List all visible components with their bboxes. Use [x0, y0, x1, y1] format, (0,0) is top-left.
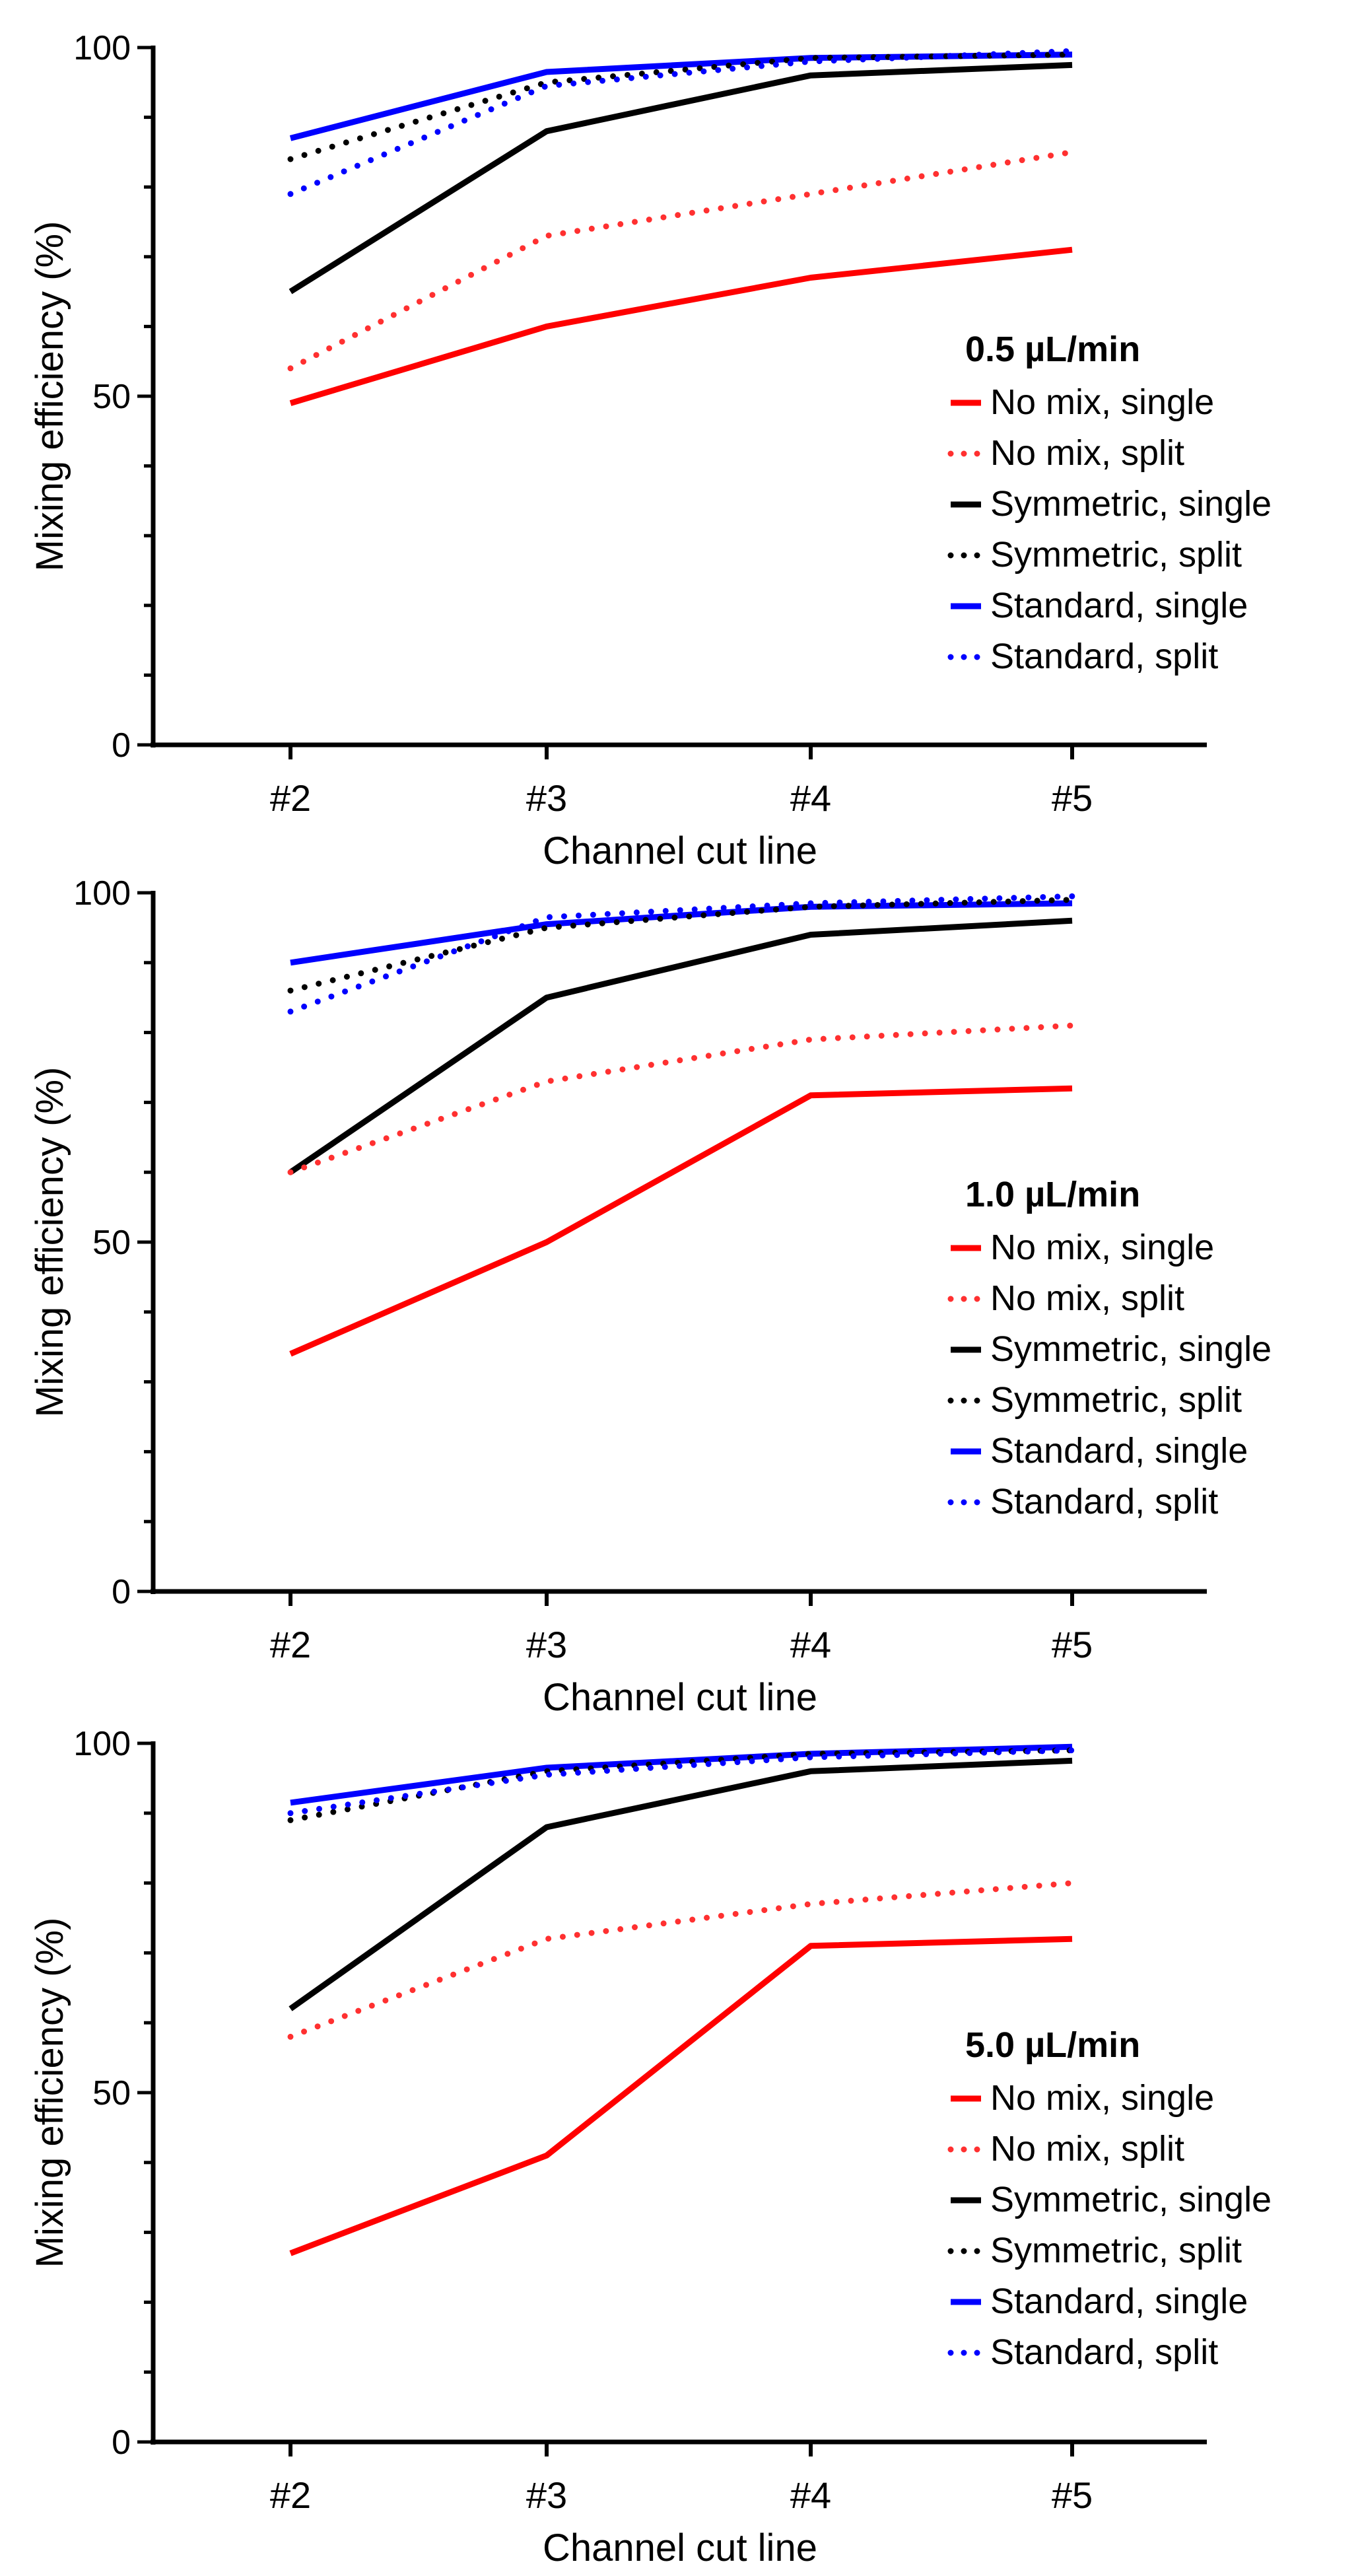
series-line-standard-split [287, 1747, 1075, 1817]
x-tick-label: #3 [526, 2474, 567, 2516]
y-tick-label: 50 [92, 2074, 131, 2112]
series-line-no-mix-split [287, 1022, 1075, 1175]
y-tick-label: 100 [73, 29, 131, 67]
x-tick-label: #2 [270, 2474, 311, 2516]
series-line-no-mix-single [289, 1085, 1073, 1357]
series-line-no-mix-split [287, 1880, 1075, 2040]
legend-title: 1.0 µL/min [965, 1175, 1140, 1214]
y-axis-title: Mixing efficiency (%) [28, 221, 71, 572]
legend-label: Symmetric, single [990, 484, 1272, 524]
legend: 0.5 µL/min No mix, single No mix, split Sym… [947, 330, 1272, 676]
legend: 1.0 µL/min No mix, single No mix, split Sym… [947, 1175, 1272, 1521]
legend-label: Standard, single [990, 2281, 1248, 2321]
series-line-symmetric-single [289, 917, 1073, 1175]
legend-label: Symmetric, single [990, 2180, 1272, 2219]
legend-label: Symmetric, split [990, 2231, 1242, 2270]
legend-label: Standard, split [990, 637, 1218, 676]
legend-label: No mix, single [990, 1228, 1214, 1267]
series-line-standard-split [287, 893, 1075, 1015]
chart-panel-2: 0 50 100 #2 #3 #4 #5 Channel cut line Mixing eff… [28, 874, 1272, 1719]
y-tick-label: 0 [112, 1573, 131, 1611]
y-tick-label: 0 [112, 2423, 131, 2462]
x-tick-label: #2 [270, 777, 311, 819]
series-line-standard-single [289, 52, 1073, 141]
x-tick-label: #4 [790, 1624, 831, 1665]
legend-title: 5.0 µL/min [965, 2025, 1140, 2065]
x-tick-label: #5 [1052, 2474, 1093, 2516]
series-line-no-mix-split [287, 149, 1075, 372]
legend-label: Symmetric, single [990, 1329, 1272, 1369]
x-tick-label: #5 [1052, 777, 1093, 819]
legend-label: Standard, single [990, 1431, 1248, 1471]
y-tick-label: 50 [92, 378, 131, 416]
legend-label: Symmetric, split [990, 535, 1242, 574]
y-axis-title: Mixing efficiency (%) [28, 1918, 71, 2268]
legend-label: Standard, single [990, 586, 1248, 625]
chart-panel-3: 0 50 100 #2 #3 #4 #5 Channel cut line Mixing eff… [28, 1725, 1272, 2569]
y-tick-label: 100 [73, 1725, 131, 1763]
legend-title: 0.5 µL/min [965, 330, 1140, 369]
legend-label: No mix, single [990, 382, 1214, 422]
legend-label: No mix, single [990, 2078, 1214, 2118]
series-line-no-mix-single [289, 1935, 1073, 2256]
series-line-symmetric-single [289, 1757, 1073, 2011]
y-axis-title: Mixing efficiency (%) [28, 1067, 71, 1418]
legend-label: No mix, split [990, 433, 1184, 473]
x-tick-label: #3 [526, 1624, 567, 1665]
x-tick-label: #5 [1052, 1624, 1093, 1665]
series-line-no-mix-single [289, 246, 1073, 406]
x-axis-title: Channel cut line [543, 829, 817, 872]
y-tick-label: 50 [92, 1224, 131, 1262]
x-tick-label: #4 [790, 777, 831, 819]
legend-label: Standard, split [990, 2332, 1218, 2372]
legend-label: No mix, split [990, 1278, 1184, 1318]
chart-panel-1: 0 50 100 #2 #3 #4 #5 Channel cut line Mixing eff… [28, 29, 1272, 872]
x-tick-label: #4 [790, 2474, 831, 2516]
series-line-standard-single [290, 900, 1073, 966]
x-axis-title: Channel cut line [543, 1676, 817, 1719]
legend: 5.0 µL/min No mix, single No mix, split Sym… [947, 2025, 1272, 2372]
x-axis-title: Channel cut line [543, 2526, 817, 2569]
x-tick-label: #3 [526, 777, 567, 819]
legend-label: No mix, split [990, 2129, 1184, 2169]
y-tick-label: 0 [112, 726, 131, 765]
legend-label: Standard, split [990, 1482, 1218, 1521]
x-tick-label: #2 [270, 1624, 311, 1665]
y-tick-label: 100 [73, 874, 131, 913]
series-line-symmetric-split [287, 897, 1075, 994]
series-line-symmetric-single [289, 61, 1073, 295]
legend-label: Symmetric, split [990, 1380, 1242, 1420]
